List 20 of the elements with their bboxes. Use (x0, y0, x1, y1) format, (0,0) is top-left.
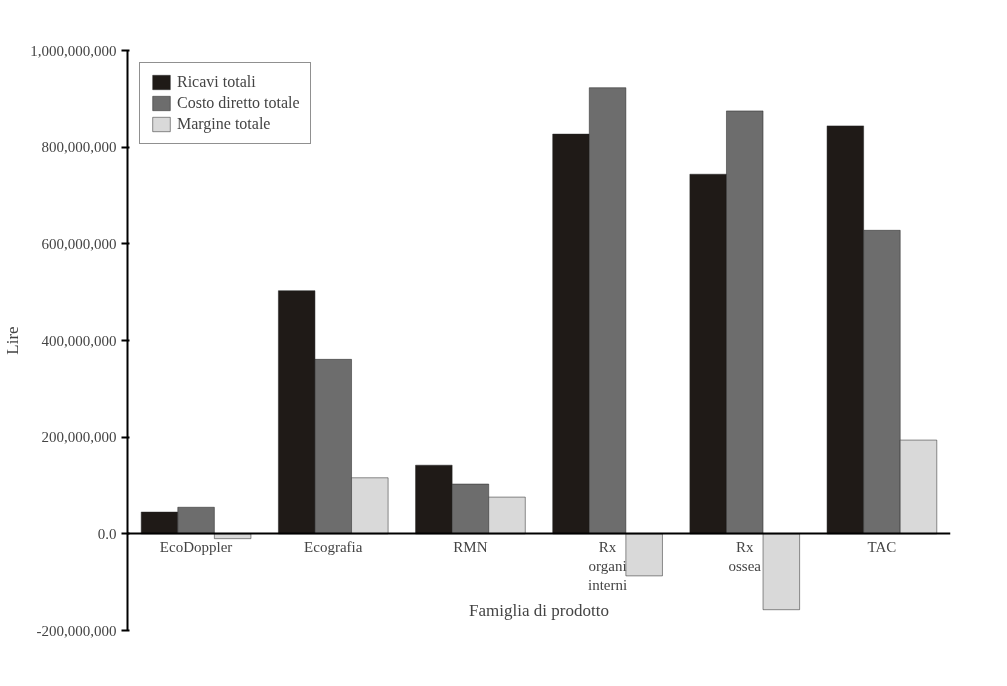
x-tick-label: EcoDoppler (159, 538, 233, 555)
bar (625, 533, 663, 577)
y-tick-label: 1,000,000,000 (30, 42, 117, 59)
x-tick-label: Rx organi interni (588, 538, 628, 594)
y-tick-label: 600,000,000 (41, 235, 117, 252)
bar (762, 533, 800, 610)
x-axis-title: Famiglia di prodotto (469, 600, 609, 620)
x-tick-label: TAC (867, 538, 897, 555)
y-tick-label: 0.0 (97, 525, 117, 542)
x-tick-label: Rx ossea (728, 538, 762, 575)
y-tick-label: 400,000,000 (41, 332, 117, 349)
y-tick-label: 200,000,000 (41, 429, 117, 446)
y-tick-label: 800,000,000 (41, 139, 117, 156)
x-tick-label: Ecografia (304, 538, 363, 555)
y-tick-label: -200,000,000 (36, 622, 117, 639)
legend-label: Costo diretto totale (177, 94, 300, 112)
legend-label: Ricavi totali (177, 73, 256, 91)
x-tick-label: RMN (453, 538, 488, 555)
y-axis-title: Lire (3, 326, 23, 355)
legend-label: Margine totale (177, 115, 271, 133)
